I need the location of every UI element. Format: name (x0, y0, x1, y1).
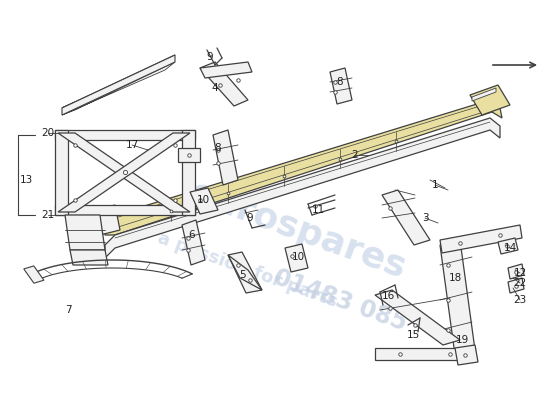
Text: 13: 13 (19, 175, 32, 185)
Polygon shape (65, 215, 105, 250)
Text: 20: 20 (41, 128, 54, 138)
Polygon shape (382, 190, 430, 245)
Polygon shape (55, 205, 195, 215)
Text: eurospares: eurospares (185, 175, 411, 285)
Polygon shape (182, 130, 195, 215)
Text: 1: 1 (432, 180, 438, 190)
Polygon shape (105, 118, 500, 258)
Polygon shape (228, 252, 262, 293)
Text: 8: 8 (337, 77, 343, 87)
Text: 9: 9 (207, 52, 213, 62)
Polygon shape (285, 244, 308, 272)
Polygon shape (190, 188, 218, 214)
Polygon shape (440, 240, 475, 355)
Text: 2: 2 (351, 150, 358, 160)
Text: 21: 21 (41, 210, 54, 220)
Polygon shape (62, 55, 175, 115)
Text: 11: 11 (311, 205, 324, 215)
Text: 14: 14 (503, 243, 516, 253)
Polygon shape (62, 62, 175, 115)
Polygon shape (375, 290, 460, 345)
Text: 6: 6 (189, 230, 195, 240)
Polygon shape (470, 85, 510, 115)
Text: 17: 17 (125, 140, 139, 150)
Polygon shape (498, 238, 518, 254)
Text: 3: 3 (422, 213, 428, 223)
Polygon shape (508, 278, 524, 293)
Text: a passion for parts: a passion for parts (155, 229, 340, 311)
Polygon shape (55, 130, 68, 215)
Text: 01483 085: 01483 085 (270, 265, 410, 335)
Polygon shape (62, 55, 175, 108)
Polygon shape (455, 345, 478, 365)
Text: 9: 9 (247, 213, 254, 223)
Polygon shape (213, 130, 238, 185)
Text: 10: 10 (196, 195, 210, 205)
Text: 10: 10 (292, 252, 305, 262)
Polygon shape (228, 255, 262, 290)
Text: 5: 5 (239, 270, 245, 280)
Polygon shape (508, 264, 524, 279)
Polygon shape (105, 100, 502, 235)
Polygon shape (55, 130, 195, 140)
Text: 7: 7 (65, 305, 72, 315)
Polygon shape (472, 88, 496, 101)
Text: 23: 23 (513, 295, 527, 305)
Polygon shape (200, 62, 248, 106)
Polygon shape (178, 148, 200, 162)
Text: 4: 4 (212, 83, 218, 93)
Text: 12: 12 (513, 268, 527, 278)
Polygon shape (182, 220, 205, 265)
Polygon shape (440, 225, 522, 253)
Text: 8: 8 (214, 143, 221, 153)
Polygon shape (375, 348, 475, 360)
Polygon shape (58, 133, 190, 212)
Polygon shape (95, 205, 120, 235)
Text: 18: 18 (448, 273, 461, 283)
Polygon shape (70, 250, 108, 265)
Text: 16: 16 (381, 291, 395, 301)
Polygon shape (58, 133, 190, 212)
Text: 15: 15 (406, 330, 420, 340)
Polygon shape (200, 62, 252, 78)
Polygon shape (330, 68, 352, 104)
Polygon shape (24, 266, 44, 283)
Text: 22: 22 (513, 278, 527, 288)
Text: 19: 19 (455, 335, 469, 345)
